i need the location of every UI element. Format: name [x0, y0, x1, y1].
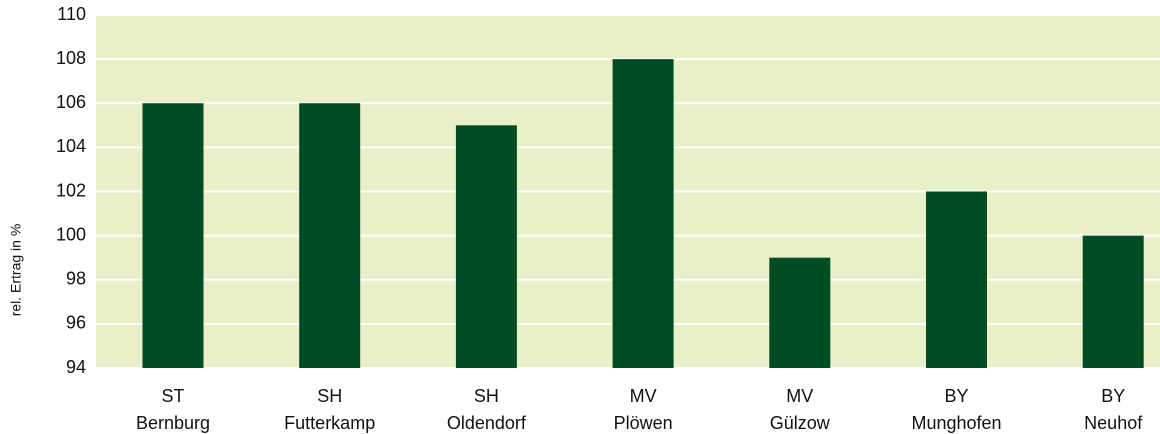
bar — [612, 59, 674, 368]
y-tick-label: 94 — [66, 357, 86, 377]
x-tick-label-line: SH — [317, 386, 342, 406]
x-tick-label-line: MV — [786, 386, 813, 406]
x-tick-label-line: SH — [474, 386, 499, 406]
y-tick-label: 102 — [56, 180, 86, 200]
x-tick-label: BY Neuhof — [1084, 386, 1143, 433]
x-tick-label-line: Munghofen — [911, 413, 1001, 433]
x-tick-label-line: Bernburg — [136, 413, 210, 433]
x-tick-label-line: Futterkamp — [284, 413, 375, 433]
bar — [142, 103, 204, 368]
x-tick-label-line: Neuhof — [1084, 413, 1143, 433]
y-tick-label: 100 — [56, 224, 86, 244]
bar — [769, 257, 831, 368]
bar — [299, 103, 361, 368]
y-tick-label: 110 — [57, 4, 86, 24]
x-tick-label: SH Futterkamp — [284, 386, 375, 433]
y-tick-label: 108 — [56, 48, 86, 68]
x-tick-label: ST Bernburg — [136, 386, 210, 433]
y-tick-label: 104 — [56, 136, 86, 156]
x-tick-label-line: BY — [1101, 386, 1125, 406]
x-tick-label: BY Munghofen — [911, 386, 1001, 433]
y-tick-label: 96 — [66, 313, 86, 333]
x-tick-label: SH Oldendorf — [447, 386, 527, 433]
x-tick-label-line: BY — [944, 386, 968, 406]
bar — [1082, 235, 1144, 368]
x-tick-label: MV Plöwen — [614, 386, 673, 433]
x-tick-label-line: Plöwen — [614, 413, 673, 433]
x-tick-label: MV Gülzow — [770, 386, 831, 433]
y-tick-label: 106 — [56, 92, 86, 112]
y-tick-label: 98 — [66, 269, 86, 289]
y-axis-label: rel. Ertrag in % — [8, 224, 24, 317]
x-tick-label-line: MV — [630, 386, 657, 406]
bar — [455, 125, 517, 368]
x-tick-label-line: Oldendorf — [447, 413, 527, 433]
x-tick-label-line: ST — [161, 386, 184, 406]
x-tick-label-line: Gülzow — [770, 413, 831, 433]
bar — [926, 191, 987, 368]
